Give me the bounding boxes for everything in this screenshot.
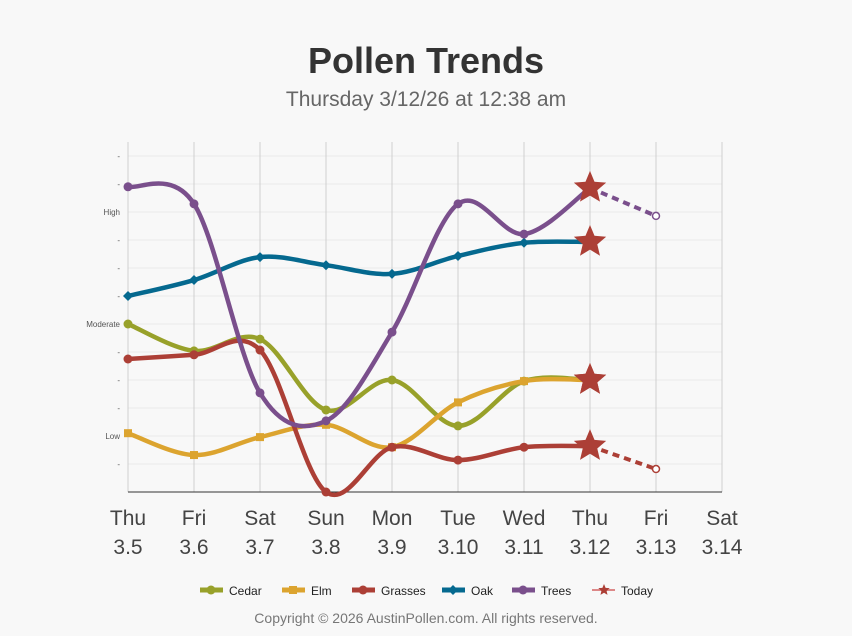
x-tick-date: 3.7 bbox=[245, 536, 274, 559]
data-point-elm bbox=[520, 377, 528, 386]
data-point-cedar bbox=[321, 405, 331, 415]
x-tick-date: 3.12 bbox=[570, 536, 611, 559]
data-point-trees bbox=[189, 199, 199, 209]
data-point-cedar bbox=[387, 375, 397, 385]
x-tick-date: 3.11 bbox=[504, 536, 543, 559]
data-point-oak bbox=[321, 260, 331, 271]
data-point-trees bbox=[321, 416, 331, 426]
x-tick-day: Mon bbox=[372, 507, 413, 530]
data-point-cedar bbox=[255, 334, 265, 344]
series-line-cedar bbox=[127, 321, 591, 429]
x-tick-date: 3.14 bbox=[702, 536, 743, 559]
data-point-grasses bbox=[123, 354, 133, 364]
x-tick-date: 3.13 bbox=[636, 536, 677, 559]
y-tick-label: - bbox=[117, 460, 120, 469]
y-tick-label: - bbox=[117, 180, 120, 189]
data-point-grasses bbox=[387, 442, 397, 452]
copyright: Copyright © 2026 AustinPollen.com. All r… bbox=[254, 610, 598, 626]
x-tick-date: 3.8 bbox=[311, 536, 340, 559]
x-tick-day: Tue bbox=[440, 507, 475, 530]
x-tick-date: 3.10 bbox=[438, 536, 479, 559]
data-point-oak bbox=[123, 291, 133, 301]
data-point-elm bbox=[124, 429, 132, 438]
x-tick-day: Sun bbox=[307, 507, 344, 530]
data-point-elm bbox=[190, 451, 198, 460]
series-line-elm bbox=[127, 376, 591, 458]
forecast-point-trees bbox=[651, 211, 661, 221]
chart-subtitle: Thursday 3/12/26 at 12:38 am bbox=[285, 88, 567, 111]
y-tick-label: - bbox=[117, 292, 120, 301]
data-point-grasses bbox=[358, 585, 368, 595]
data-point-trees bbox=[453, 199, 463, 209]
x-tick-day: Sat bbox=[244, 507, 276, 530]
legend-label-today: Today bbox=[621, 584, 653, 598]
y-tick-label: Moderate bbox=[86, 320, 120, 329]
data-point-grasses bbox=[189, 350, 199, 360]
data-point-grasses bbox=[321, 487, 331, 497]
forecast-point-grasses bbox=[651, 464, 661, 474]
chart-title: Pollen Trends bbox=[307, 40, 545, 81]
data-point-grasses bbox=[519, 442, 529, 452]
y-tick-label: - bbox=[117, 348, 120, 357]
data-point-grasses bbox=[255, 345, 265, 355]
data-point-oak bbox=[255, 252, 265, 263]
x-tick-day: Sat bbox=[706, 507, 738, 530]
legend-star-icon bbox=[598, 584, 610, 595]
data-point-trees bbox=[519, 229, 529, 239]
data-point-elm bbox=[454, 398, 462, 407]
data-point-oak bbox=[448, 585, 458, 595]
y-tick-label: High bbox=[104, 208, 120, 217]
series-line-trees bbox=[127, 181, 592, 429]
x-tick-date: 3.9 bbox=[377, 536, 406, 559]
data-point-grasses bbox=[453, 455, 463, 465]
legend-label-cedar: Cedar bbox=[229, 584, 262, 598]
x-tick-day: Thu bbox=[572, 507, 608, 530]
data-point-elm bbox=[289, 586, 297, 594]
x-tick-date: 3.6 bbox=[179, 536, 208, 559]
data-point-trees bbox=[518, 585, 528, 595]
legend-label-oak: Oak bbox=[471, 584, 494, 598]
y-tick-label: - bbox=[117, 152, 120, 161]
today-star-icon bbox=[573, 429, 607, 460]
data-point-trees bbox=[123, 182, 133, 192]
legend-label-elm: Elm bbox=[311, 584, 332, 598]
legend-label-trees: Trees bbox=[541, 584, 571, 598]
data-point-trees bbox=[387, 327, 397, 337]
data-point-oak bbox=[519, 237, 529, 248]
x-tick-day: Fri bbox=[644, 507, 669, 530]
y-tick-label: - bbox=[117, 404, 120, 413]
y-tick-label: - bbox=[117, 264, 120, 273]
data-point-trees bbox=[255, 388, 265, 398]
data-point-oak bbox=[387, 268, 397, 279]
y-tick-label: Low bbox=[105, 432, 120, 441]
today-star-icon bbox=[573, 170, 607, 202]
data-point-elm bbox=[256, 433, 264, 442]
series-line-oak bbox=[127, 239, 591, 299]
x-tick-day: Thu bbox=[110, 507, 146, 530]
data-point-oak bbox=[189, 275, 199, 286]
legend-label-grasses: Grasses bbox=[381, 584, 426, 598]
data-point-cedar bbox=[206, 585, 216, 595]
y-tick-label: - bbox=[117, 236, 120, 245]
data-point-cedar bbox=[453, 421, 463, 431]
x-tick-day: Fri bbox=[182, 507, 207, 530]
series-line-grasses bbox=[127, 338, 591, 497]
today-star-icon bbox=[573, 224, 607, 256]
x-tick-day: Wed bbox=[503, 507, 546, 530]
data-point-oak bbox=[453, 250, 463, 261]
x-tick-date: 3.5 bbox=[113, 536, 142, 559]
today-star-icon bbox=[573, 363, 607, 394]
forecast-line-grasses bbox=[589, 444, 657, 471]
y-tick-label: - bbox=[117, 376, 120, 385]
data-point-cedar bbox=[123, 319, 133, 329]
